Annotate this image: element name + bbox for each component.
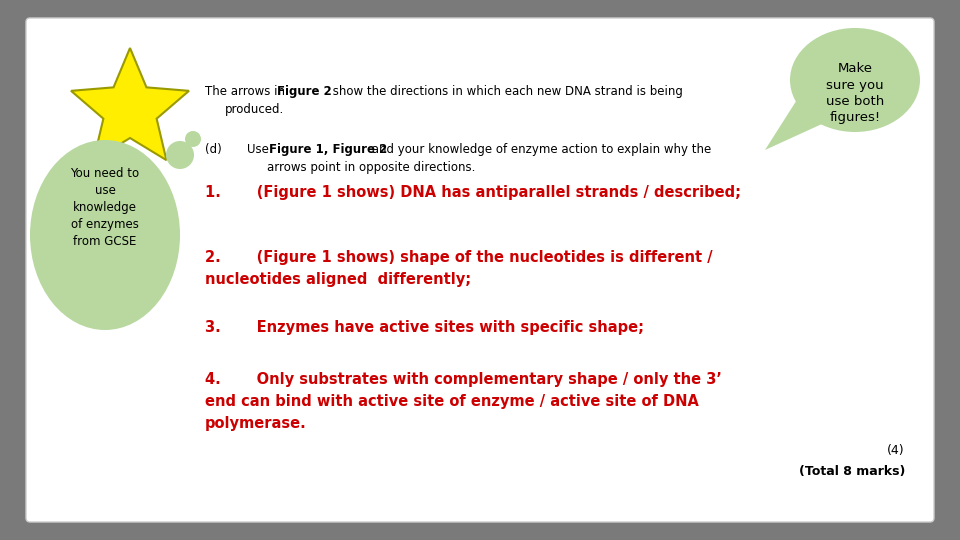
Circle shape [166, 141, 194, 169]
Text: (Total 8 marks): (Total 8 marks) [799, 465, 905, 478]
Text: arrows point in opposite directions.: arrows point in opposite directions. [267, 161, 475, 174]
Polygon shape [765, 95, 835, 150]
Polygon shape [71, 48, 189, 160]
Text: and your knowledge of enzyme action to explain why the: and your knowledge of enzyme action to e… [368, 143, 711, 156]
Text: nucleotides aligned  differently;: nucleotides aligned differently; [205, 272, 471, 287]
Ellipse shape [790, 28, 920, 132]
Text: (d): (d) [205, 143, 222, 156]
FancyBboxPatch shape [26, 18, 934, 522]
Text: The arrows in: The arrows in [205, 85, 289, 98]
Text: (4): (4) [887, 444, 905, 457]
Text: produced.: produced. [225, 103, 284, 116]
Text: end can bind with active site of enzyme / active site of DNA: end can bind with active site of enzyme … [205, 394, 699, 409]
Text: Figure 2: Figure 2 [277, 85, 332, 98]
Text: polymerase.: polymerase. [205, 416, 307, 431]
Text: 1.       (Figure 1 shows) DNA has antiparallel strands / described;: 1. (Figure 1 shows) DNA has antiparallel… [205, 185, 741, 200]
Text: show the directions in which each new DNA strand is being: show the directions in which each new DN… [329, 85, 683, 98]
Text: Figure 1, Figure 2: Figure 1, Figure 2 [269, 143, 387, 156]
Text: 2.       (Figure 1 shows) shape of the nucleotides is different /: 2. (Figure 1 shows) shape of the nucleot… [205, 250, 712, 265]
Circle shape [185, 131, 201, 147]
Text: 4.       Only substrates with complementary shape / only the 3’: 4. Only substrates with complementary sh… [205, 372, 722, 387]
Text: 3.       Enzymes have active sites with specific shape;: 3. Enzymes have active sites with specif… [205, 320, 644, 335]
Text: Use: Use [247, 143, 273, 156]
Ellipse shape [30, 140, 180, 330]
Text: Make
sure you
use both
figures!: Make sure you use both figures! [826, 62, 884, 125]
Text: You need to
use
knowledge
of enzymes
from GCSE: You need to use knowledge of enzymes fro… [70, 167, 139, 248]
